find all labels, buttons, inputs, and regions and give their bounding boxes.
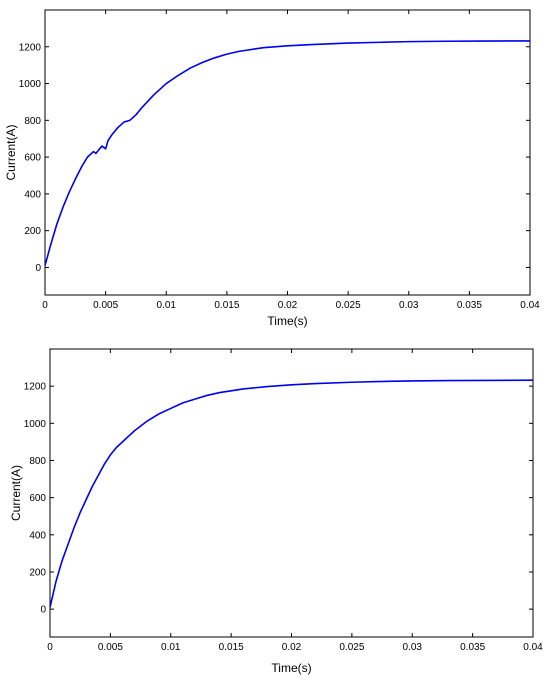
chart-2: 0 0.005 0.01 0.015 0.02 0.025 0.03 0.035 0.04 0 20… xyxy=(9,348,543,675)
y-tick-label: 1000 xyxy=(24,419,47,430)
x-tick-label: 0.03 xyxy=(399,300,419,311)
x-tick-label: 0.035 xyxy=(457,300,482,311)
x-tick-label: 0.025 xyxy=(339,642,364,653)
x-axis-label: Time(s) xyxy=(271,661,311,675)
x-tick-label: 0.03 xyxy=(403,642,423,653)
x-tick-label: 0 xyxy=(42,300,48,311)
x-tick-label: 0.01 xyxy=(157,300,177,311)
x-tick-label: 0 xyxy=(47,642,53,653)
y-tick-label: 600 xyxy=(24,153,41,164)
x-tick-label: 0.01 xyxy=(161,642,181,653)
y-tick-label: 1200 xyxy=(19,42,42,53)
x-tick-label: 0.035 xyxy=(460,642,485,653)
y-tick-label: 400 xyxy=(24,189,41,200)
x-tick-label: 0.015 xyxy=(214,300,239,311)
x-axis-label: Time(s) xyxy=(267,314,307,328)
y-tick-label: 1200 xyxy=(24,382,47,393)
chart-1: 0 0.005 0.01 0.015 0.02 0.025 0.03 0.035 0.04 0 20… xyxy=(4,9,540,328)
y-tick-label: 200 xyxy=(29,567,46,578)
y-tick-label: 600 xyxy=(29,493,46,504)
x-tick-label: 0.025 xyxy=(336,300,361,311)
current-series-line xyxy=(44,40,531,266)
y-axis-label: Current(A) xyxy=(9,465,23,521)
y-tick-label: 1000 xyxy=(19,79,42,90)
y-tick-label: 800 xyxy=(24,116,41,127)
y-tick-label: 800 xyxy=(29,456,46,467)
current-series-line xyxy=(49,379,534,608)
plot-frame xyxy=(44,9,531,296)
plot-frame xyxy=(49,348,534,638)
x-tick-label: 0.015 xyxy=(219,642,244,653)
y-tick-label: 0 xyxy=(40,605,46,616)
y-tick-label: 0 xyxy=(35,263,41,274)
x-tick-label: 0.04 xyxy=(520,300,540,311)
x-tick-label: 0.005 xyxy=(93,300,118,311)
y-tick-label: 400 xyxy=(29,530,46,541)
x-tick-label: 0.04 xyxy=(523,642,543,653)
y-axis-label: Current(A) xyxy=(4,124,18,180)
y-tick-label: 200 xyxy=(24,226,41,237)
x-tick-label: 0.02 xyxy=(282,642,302,653)
x-tick-label: 0.005 xyxy=(98,642,123,653)
x-tick-label: 0.02 xyxy=(278,300,298,311)
